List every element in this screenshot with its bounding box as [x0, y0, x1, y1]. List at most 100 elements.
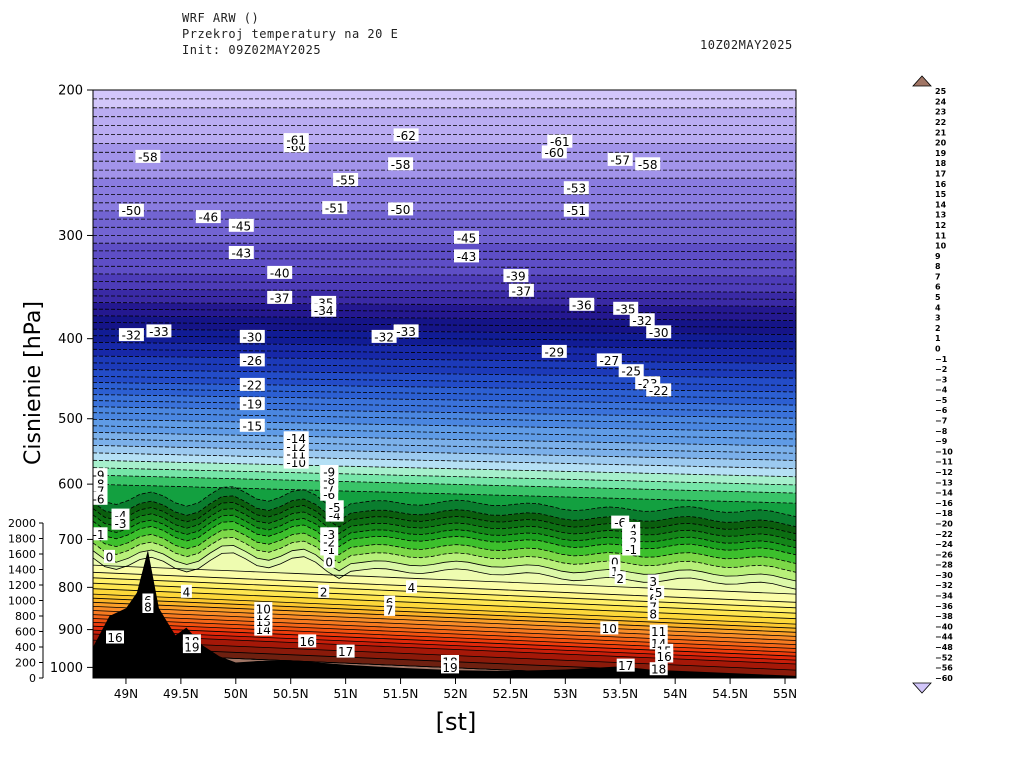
- isotherm-line: [93, 459, 796, 478]
- height-tick-label: 2000: [8, 517, 36, 530]
- plot-frame: [92, 89, 797, 679]
- contour-label-bg: [454, 249, 479, 263]
- isotherm-line: [93, 629, 796, 661]
- contour-label: -55: [333, 173, 359, 188]
- isotherm-line: [93, 495, 796, 528]
- contour-label-bg: [180, 584, 192, 598]
- contour-label-bg: [89, 491, 108, 505]
- isotherm-line: [93, 406, 796, 419]
- isotherm-line: [93, 369, 796, 379]
- contour-label: 8: [142, 600, 154, 615]
- contour-label-text: -45: [457, 231, 477, 245]
- colorbar-label: −14: [935, 489, 953, 498]
- contour-label: -15: [239, 418, 265, 433]
- contour-label: -22: [646, 383, 672, 398]
- contour-label-text: -58: [391, 158, 411, 172]
- terrain-profile: [93, 550, 796, 678]
- contour-label: -22: [239, 377, 265, 392]
- contour-label-bg: [323, 554, 335, 568]
- contour-label-bg: [384, 602, 396, 616]
- contour-label-text: -19: [242, 398, 262, 412]
- contour-label-bg: [135, 149, 161, 163]
- contour-label-text: -37: [270, 291, 290, 305]
- contour-label-bg: [646, 325, 672, 339]
- contour-label-bg: [541, 344, 567, 358]
- contour-label-bg: [146, 324, 172, 338]
- contour-label: -32: [118, 328, 144, 343]
- contour-label-text: -32: [122, 329, 142, 343]
- contour-label-text: -9: [93, 469, 105, 483]
- colorbar-label: 16: [935, 180, 947, 189]
- y-axis-label: Cisnienie [hPa]: [21, 301, 46, 465]
- isotherm-line: [93, 315, 796, 321]
- colorbar-label: −3: [935, 375, 947, 384]
- contour-label-text: -55: [336, 174, 356, 188]
- contour-label-bg: [118, 328, 144, 342]
- isotherm-line: [93, 501, 796, 535]
- isotherm-line: [93, 342, 796, 350]
- contour-label-bg: [616, 658, 635, 672]
- contour-label-text: -27: [599, 354, 619, 368]
- contour-label: -30: [646, 325, 672, 340]
- contour-label-text: -5: [329, 501, 341, 515]
- temperature-band: [93, 460, 796, 485]
- colorbar-label: 7: [935, 272, 941, 281]
- contour-label-text: 6: [649, 592, 657, 606]
- contour-label: -51: [563, 203, 589, 218]
- contour-label-bg: [649, 662, 668, 676]
- contour-label-bg: [622, 542, 641, 556]
- isotherm-line: [93, 622, 796, 653]
- colorbar-label: −56: [935, 664, 953, 673]
- isotherm-line: [93, 597, 796, 629]
- contour-label-text: -34: [314, 304, 334, 318]
- contour-label-bg: [393, 324, 419, 338]
- colorbar-label: 15: [935, 190, 947, 199]
- contour-label: -5: [325, 500, 344, 515]
- contour-label: -1: [622, 542, 641, 557]
- isotherm-line: [93, 529, 796, 564]
- contour-label-bg: [195, 210, 221, 224]
- colorbar-label: −26: [935, 550, 953, 559]
- colorbar-label: −8: [935, 427, 948, 436]
- contour-label: -30: [239, 329, 265, 344]
- contour-label: -35: [613, 301, 639, 316]
- y-tick-label: 1000: [50, 661, 83, 676]
- colorbar-label: 17: [935, 170, 946, 179]
- contour-label-text: -43: [457, 250, 477, 264]
- contour-label: 10: [600, 621, 619, 636]
- contour-label: 17: [336, 644, 355, 659]
- contour-label-bg: [646, 383, 672, 397]
- isotherm-line: [93, 288, 796, 293]
- isotherm-line: [93, 445, 796, 461]
- colorbar-label: −30: [935, 571, 953, 580]
- contour-label: 2: [614, 571, 626, 586]
- colorbar-label: −4: [935, 386, 948, 395]
- contour-label-text: -25: [621, 365, 641, 379]
- y-tick-label: 500: [58, 412, 83, 427]
- contour-label-text: 3: [649, 575, 657, 589]
- isotherm-line: [93, 545, 796, 582]
- contour-label: 16: [106, 630, 124, 645]
- contour-label-text: -51: [325, 202, 345, 216]
- isotherm-line: [93, 295, 796, 300]
- contour-label-bg: [104, 549, 115, 563]
- contour-label-text: -14: [286, 432, 306, 446]
- colorbar-label: 9: [935, 252, 941, 261]
- isotherm-line: [93, 322, 796, 328]
- colorbar-label: −36: [935, 602, 953, 611]
- contour-label: -32: [629, 313, 655, 328]
- contour-label: -3: [111, 516, 130, 531]
- isotherm-line: [93, 601, 796, 633]
- chart-title: Przekroj temperatury na 20 E: [182, 27, 399, 41]
- contour-label: 11: [649, 624, 668, 639]
- isotherm-line: [93, 571, 796, 603]
- contour-label: 0: [323, 554, 335, 569]
- contour-label-text: -7: [93, 485, 105, 499]
- isotherm-line: [93, 258, 796, 261]
- contour-label: -50: [388, 202, 414, 217]
- contour-label: 3: [647, 574, 659, 589]
- colorbar-label: −1: [935, 355, 948, 364]
- contour-label-bg: [508, 283, 534, 297]
- contour-label-text: -46: [198, 211, 218, 225]
